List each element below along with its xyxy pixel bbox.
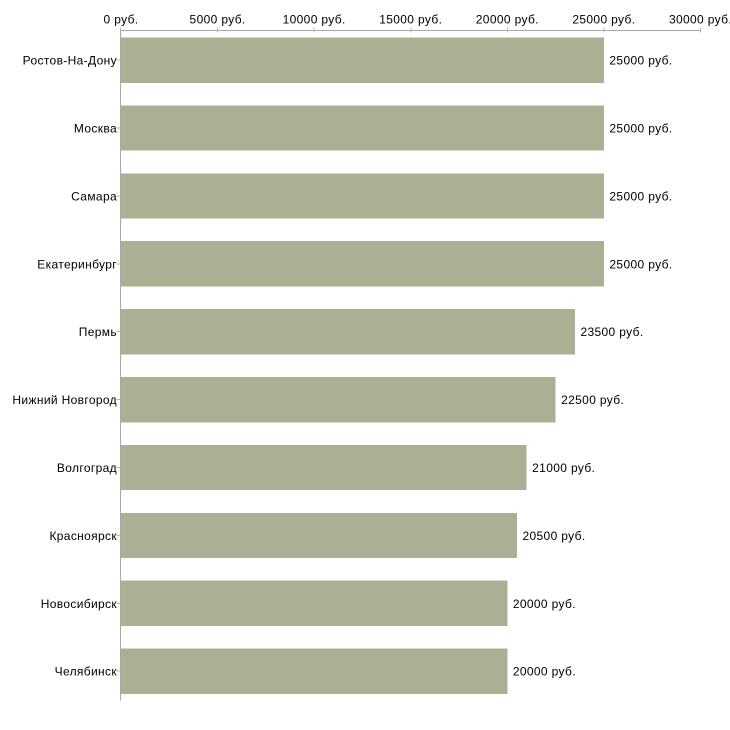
svg-text:25000 руб.: 25000 руб.: [609, 54, 672, 68]
svg-text:Москва: Москва: [74, 122, 117, 136]
svg-text:Екатеринбург: Екатеринбург: [37, 257, 117, 271]
svg-text:Новосибирск: Новосибирск: [41, 597, 118, 611]
svg-text:22500 руб.: 22500 руб.: [561, 393, 624, 407]
svg-text:25000 руб.: 25000 руб.: [572, 13, 635, 27]
svg-text:20000 руб.: 20000 руб.: [513, 597, 576, 611]
svg-text:Пермь: Пермь: [79, 325, 117, 339]
svg-text:20000 руб.: 20000 руб.: [513, 665, 576, 679]
svg-text:15000 руб.: 15000 руб.: [379, 13, 442, 27]
svg-text:Челябинск: Челябинск: [55, 665, 118, 679]
svg-text:23500 руб.: 23500 руб.: [580, 325, 643, 339]
svg-text:Красноярск: Красноярск: [49, 529, 117, 543]
svg-text:21000 руб.: 21000 руб.: [532, 461, 595, 475]
svg-text:5000 руб.: 5000 руб.: [190, 13, 246, 27]
svg-text:Волгоград: Волгоград: [57, 461, 117, 475]
svg-text:25000 руб.: 25000 руб.: [609, 122, 672, 136]
svg-text:20500 руб.: 20500 руб.: [522, 529, 585, 543]
svg-text:10000 руб.: 10000 руб.: [283, 13, 346, 27]
svg-text:Самара: Самара: [71, 189, 117, 203]
svg-text:20000 руб.: 20000 руб.: [476, 13, 539, 27]
svg-text:Ростов-На-Дону: Ростов-На-Дону: [23, 54, 117, 68]
svg-text:25000 руб.: 25000 руб.: [609, 189, 672, 203]
svg-text:Нижний Новгород: Нижний Новгород: [12, 393, 117, 407]
svg-text:30000 руб.: 30000 руб.: [669, 13, 730, 27]
svg-text:25000 руб.: 25000 руб.: [609, 257, 672, 271]
svg-text:0 руб.: 0 руб.: [104, 13, 139, 27]
